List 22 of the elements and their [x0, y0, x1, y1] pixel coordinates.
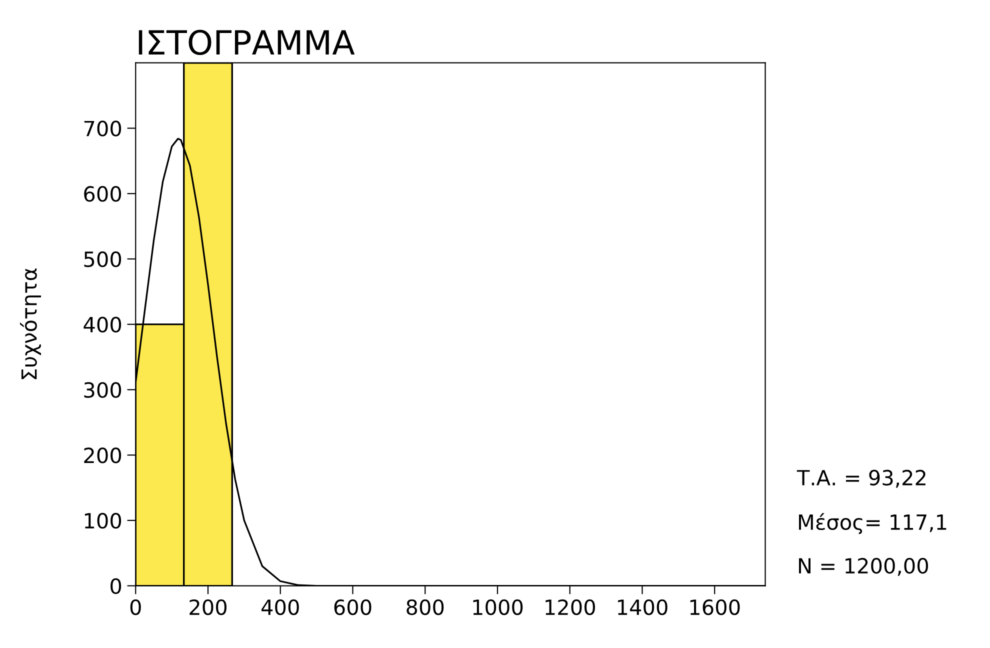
x-tick-label: 1400	[618, 599, 668, 616]
x-tick-label: 1000	[473, 599, 523, 616]
y-tick-label: 400	[84, 316, 122, 333]
x-tick-label: 1600	[690, 599, 740, 616]
x-tick-label: 1200	[546, 599, 595, 616]
y-tick-label: 300	[84, 382, 122, 398]
y-tick-label: 600	[84, 186, 122, 202]
text: Τ.Α. = 93,22	[796, 470, 926, 488]
y-tick-label: 500	[84, 251, 122, 268]
chart-title: ΙΣΤΟΓΡΑΜΜΑ	[138, 30, 355, 55]
text: N = 1200,00	[798, 558, 928, 576]
x-tick-label: 200	[190, 599, 226, 616]
y-tick-label: 200	[84, 448, 122, 464]
x-tick-label: 400	[262, 599, 299, 616]
y-tick-label: 700	[84, 120, 122, 136]
text: Μέσος= 117,1	[798, 513, 946, 534]
x-tick-label: 600	[334, 599, 372, 616]
y-tick-label: 100	[84, 512, 122, 529]
x-tick-label: 800	[406, 599, 444, 616]
y-tick-label: 0	[110, 578, 122, 594]
x-tick-label: 0	[130, 599, 141, 616]
y-axis-title: Συχνότητα	[20, 268, 42, 380]
